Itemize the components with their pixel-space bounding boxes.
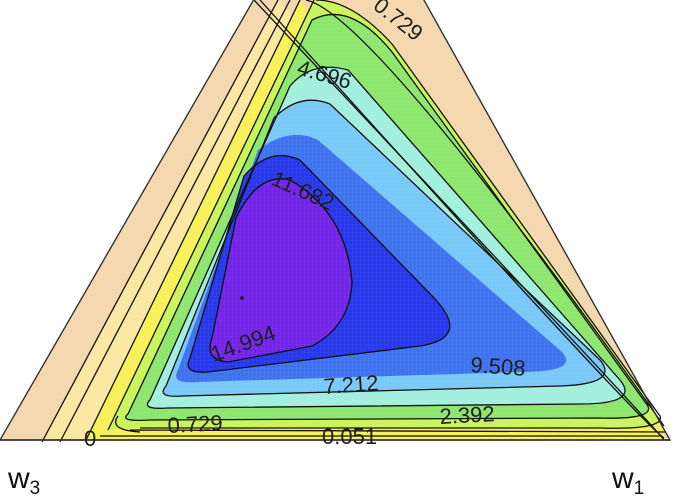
contour-line-4696 xyxy=(124,13,650,422)
contour-line-9508 xyxy=(162,99,606,397)
corner-label-w3: w3 xyxy=(7,462,40,499)
contour-line-14994 xyxy=(209,178,353,363)
contour-line-0 xyxy=(41,0,279,443)
contour-label-0: 0 xyxy=(84,426,96,451)
contour-label-0051: 0.051 xyxy=(322,424,377,449)
contour-line-11682 xyxy=(187,154,451,373)
contour-line-7212 xyxy=(146,66,626,409)
contour-line-0051 xyxy=(59,0,665,443)
contour-label-9508: 9.508 xyxy=(470,352,527,381)
contour-label-2392: 2.392 xyxy=(439,401,495,429)
contour-label-7212: 7.212 xyxy=(323,370,380,399)
contour-lines xyxy=(41,0,667,443)
corner-label-w1: w1 xyxy=(611,462,644,499)
contour-line-2392 xyxy=(107,0,661,431)
contour-line-0729 xyxy=(85,0,667,441)
maximum-point xyxy=(240,296,244,300)
contour-label-0729-bottom: 0.729 xyxy=(167,410,223,438)
